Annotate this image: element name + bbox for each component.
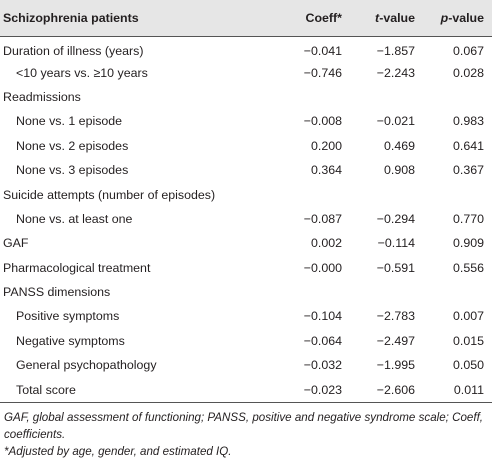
row-label: Total score — [16, 382, 76, 397]
row-coeff: −0.000 — [303, 260, 342, 275]
row-label: GAF — [3, 236, 29, 251]
row-t-value: −1.995 — [376, 358, 415, 373]
row-coeff: −0.041 — [303, 44, 342, 59]
row-p-value: 0.011 — [453, 382, 484, 397]
row-t-value — [350, 280, 423, 304]
table-body: Duration of illness (years) −0.041 −1.857 0… — [0, 36, 492, 402]
row-t-value: 0.908 — [383, 163, 415, 178]
row-p-value — [423, 280, 492, 304]
row-coeff — [285, 85, 350, 109]
table-row: General psychopathology −0.032 −1.995 0.050 — [0, 353, 492, 377]
table-row: Total score −0.023 −2.606 0.011 — [0, 377, 492, 401]
table-row: None vs. 3 episodes 0.364 0.908 0.367 — [0, 158, 492, 182]
row-p-value: 0.028 — [452, 65, 484, 80]
header-t-value: t-value — [375, 10, 415, 25]
row-coeff: −0.064 — [303, 333, 342, 348]
row-p-value: 0.007 — [452, 309, 484, 324]
row-coeff: 0.364 — [310, 163, 342, 178]
row-p-value — [423, 85, 492, 109]
row-t-value: −0.294 — [376, 211, 415, 226]
row-label: General psychopathology — [16, 358, 157, 373]
row-label: Duration of illness (years) — [3, 44, 144, 59]
row-label: Suicide attempts (number of episodes) — [3, 187, 216, 202]
footnote-abbreviations: GAF, global assessment of functioning; P… — [4, 410, 484, 441]
row-t-value — [350, 182, 423, 206]
row-label: Readmissions — [3, 89, 81, 104]
table-row: Suicide attempts (number of episodes) — [0, 182, 492, 206]
row-label: Negative symptoms — [16, 333, 125, 348]
row-coeff — [285, 182, 350, 206]
row-p-value: 0.015 — [452, 333, 484, 348]
row-p-value: 0.770 — [452, 211, 484, 226]
row-label: Pharmacological treatment — [3, 260, 151, 275]
table-row: None vs. 1 episode −0.008 −0.021 0.983 — [0, 109, 492, 133]
table-row: None vs. 2 episodes 0.200 0.469 0.641 — [0, 134, 492, 158]
row-p-value — [423, 182, 492, 206]
table-row: Positive symptoms −0.104 −2.783 0.007 — [0, 304, 492, 328]
row-t-value: −0.021 — [376, 114, 415, 129]
table-row: <10 years vs. ≥10 years −0.746 −2.243 0.028 — [0, 60, 492, 84]
row-t-value: −2.497 — [376, 333, 415, 348]
row-coeff: −0.008 — [303, 114, 342, 129]
row-t-value: −2.783 — [376, 309, 415, 324]
row-p-value: 0.909 — [452, 236, 484, 251]
row-label: None vs. 1 episode — [16, 114, 123, 129]
row-coeff: −0.087 — [303, 211, 342, 226]
table-header-row: Schizophrenia patients Coeff* t-value p-… — [0, 0, 492, 36]
row-t-value: −2.606 — [376, 382, 415, 397]
row-label: Positive symptoms — [16, 309, 120, 324]
header-patients: Schizophrenia patients — [3, 10, 139, 25]
row-coeff: −0.023 — [303, 382, 342, 397]
row-t-value: 0.469 — [383, 138, 415, 153]
row-p-value: 0.983 — [452, 114, 484, 129]
regression-table: Schizophrenia patients Coeff* t-value p-… — [0, 0, 492, 402]
row-label: None vs. 3 episodes — [16, 163, 129, 178]
row-label: PANSS dimensions — [3, 285, 111, 300]
footnote-adjustment: *Adjusted by age, gender, and estimated … — [4, 444, 232, 458]
row-p-value: 0.050 — [452, 358, 484, 373]
row-coeff: 0.002 — [310, 236, 342, 251]
row-p-value: 0.556 — [452, 260, 484, 275]
row-t-value: −0.591 — [376, 260, 415, 275]
row-label: <10 years vs. ≥10 years — [16, 65, 148, 80]
table-row: Readmissions — [0, 85, 492, 109]
row-coeff: 0.200 — [310, 138, 342, 153]
table-row: None vs. at least one −0.087 −0.294 0.770 — [0, 207, 492, 231]
row-t-value: −1.857 — [376, 44, 415, 59]
table-row: GAF 0.002 −0.114 0.909 — [0, 231, 492, 255]
row-p-value: 0.067 — [452, 44, 484, 59]
table-row: Pharmacological treatment −0.000 −0.591 0.5… — [0, 256, 492, 280]
row-t-value: −0.114 — [377, 236, 415, 251]
row-coeff: −0.032 — [303, 358, 342, 373]
header-p-value: p-value — [440, 10, 484, 25]
table-row: Negative symptoms −0.064 −2.497 0.015 — [0, 329, 492, 353]
table-row: Duration of illness (years) −0.041 −1.857 0… — [0, 36, 492, 60]
row-label: None vs. at least one — [16, 211, 133, 226]
table-footnotes: GAF, global assessment of functioning; P… — [0, 401, 492, 460]
row-t-value: −2.243 — [376, 65, 415, 80]
row-label: None vs. 2 episodes — [16, 138, 129, 153]
row-coeff: −0.104 — [303, 309, 342, 324]
row-p-value: 0.641 — [452, 138, 484, 153]
row-coeff: −0.746 — [303, 65, 342, 80]
row-p-value: 0.367 — [452, 163, 484, 178]
table-row: PANSS dimensions — [0, 280, 492, 304]
header-coeff: Coeff* — [305, 10, 342, 25]
row-t-value — [350, 85, 423, 109]
row-coeff — [285, 280, 350, 304]
